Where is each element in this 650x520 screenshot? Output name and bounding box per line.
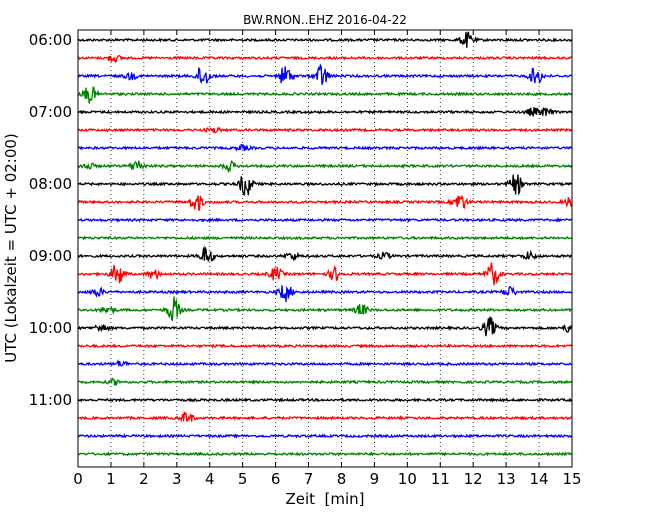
grid-lines — [110, 30, 540, 467]
trace-0915 — [77, 262, 573, 286]
y-tick-label: 08:00 — [29, 175, 72, 193]
x-tick-label: 1 — [106, 470, 116, 488]
x-tick-label: 2 — [139, 470, 149, 488]
trace-0900 — [77, 245, 573, 262]
y-axis-label: UTC (Lokalzeit = UTC + 02:00) — [2, 133, 20, 363]
x-tick-label: 7 — [304, 470, 314, 488]
trace-1115 — [77, 411, 572, 423]
trace-1100 — [77, 397, 573, 403]
trace-1045 — [77, 377, 573, 386]
trace-0745 — [77, 159, 573, 174]
x-tick-label: 3 — [172, 470, 182, 488]
trace-1130 — [77, 433, 573, 439]
trace-0600 — [77, 31, 572, 48]
x-tick-label: 10 — [398, 470, 417, 488]
trace-0715 — [77, 126, 573, 134]
trace-1000 — [77, 316, 572, 337]
trace-0845 — [77, 235, 572, 241]
x-tick-label: 11 — [431, 470, 450, 488]
x-tick-label: 5 — [238, 470, 248, 488]
y-tick-label: 10:00 — [29, 319, 72, 337]
x-tick-label: 13 — [497, 470, 516, 488]
trace-0615 — [77, 54, 572, 64]
trace-0800 — [77, 174, 572, 196]
trace-group — [77, 31, 573, 457]
x-tick-label: 6 — [271, 470, 281, 488]
trace-1015 — [77, 343, 573, 349]
x-tick-label: 15 — [562, 470, 581, 488]
trace-0815 — [77, 194, 573, 211]
y-tick-label: 06:00 — [29, 31, 72, 49]
trace-0730 — [78, 143, 573, 152]
y-axis-ticks: 06:00 07:00 08:00 09:00 10:00 11:00 — [29, 31, 572, 409]
trace-1030 — [77, 358, 572, 367]
x-tick-label: 12 — [464, 470, 483, 488]
x-tick-label: 0 — [73, 470, 83, 488]
x-tick-label: 9 — [370, 470, 380, 488]
x-tick-label: 8 — [337, 470, 347, 488]
trace-0630 — [77, 63, 572, 85]
trace-1145 — [78, 451, 572, 457]
x-tick-label: 4 — [205, 470, 215, 488]
trace-0945 — [77, 296, 572, 322]
y-tick-label: 09:00 — [29, 247, 72, 265]
x-axis-label: Zeit [min] — [285, 490, 364, 508]
y-tick-label: 07:00 — [29, 103, 72, 121]
trace-0830 — [77, 217, 572, 223]
trace-0930 — [77, 285, 572, 303]
trace-0700 — [77, 107, 573, 117]
x-axis-ticks: 0 1 2 3 4 5 6 7 8 9 10 11 12 13 14 15 — [73, 30, 582, 488]
x-tick-label: 14 — [530, 470, 549, 488]
chart-title: BW.RNON..EHZ 2016-04-22 — [243, 13, 407, 27]
y-tick-label: 11:00 — [29, 391, 72, 409]
plot-frame — [77, 29, 573, 468]
trace-0645 — [78, 85, 573, 104]
